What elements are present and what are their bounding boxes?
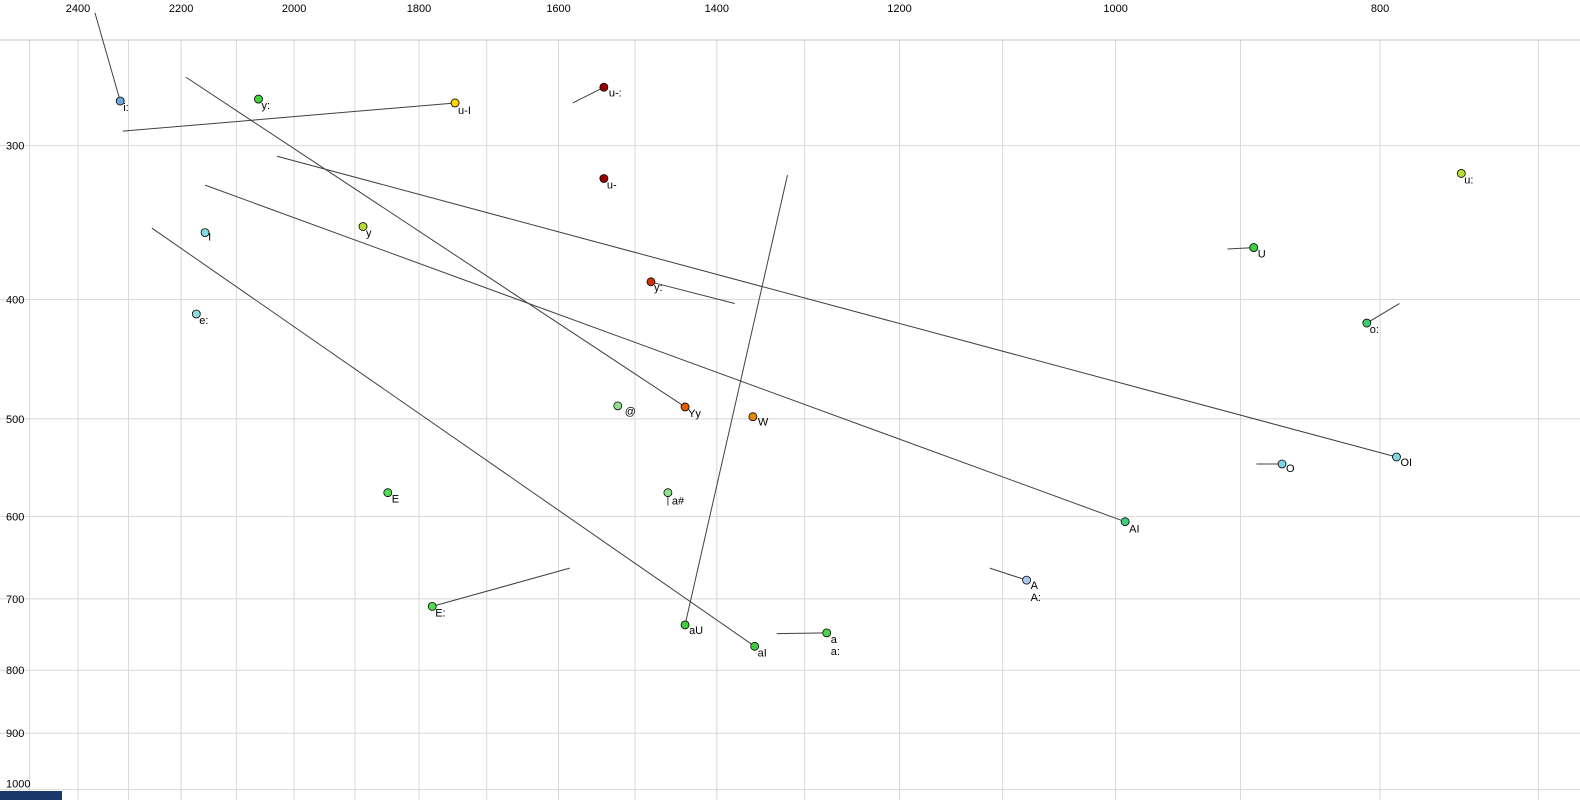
point-label: i: [123,102,129,114]
y-tick-label: 700 [6,594,24,606]
data-point[interactable] [1249,243,1259,252]
data-point[interactable] [1022,575,1031,585]
data-point[interactable] [680,402,690,412]
point-label: y [366,228,372,240]
point-label: A: [1031,592,1041,604]
trajectory-line [185,76,686,408]
point-label: O [1286,463,1295,475]
trajectory-line [572,86,605,104]
data-point[interactable] [599,82,609,92]
data-point[interactable] [822,628,832,638]
y-tick-label: 600 [6,511,24,523]
x-tick-label: 1800 [407,3,431,15]
trajectory-line [432,567,570,607]
point-label: u-: [609,87,622,99]
trajectory-line [1366,303,1400,324]
data-point[interactable] [383,488,393,498]
data-point[interactable] [613,401,623,411]
data-point[interactable] [1277,459,1287,469]
data-point[interactable] [450,98,460,108]
point-label: a [831,634,838,646]
trajectory-line [776,632,827,635]
point-label: Yy [688,408,701,420]
data-point[interactable] [599,174,609,183]
point-label: y: [654,282,663,294]
data-point[interactable] [200,228,210,238]
data-point[interactable] [427,602,437,611]
point-label: y: [261,100,270,112]
x-tick-label: 800 [1371,3,1389,15]
data-point[interactable] [680,620,690,630]
trajectory-line [276,155,1397,458]
trajectory-line [94,12,121,102]
trajectory-line [650,281,735,304]
x-tick-label: 2200 [169,3,193,15]
point-label: W [758,417,769,429]
x-tick-label: 1000 [1103,3,1127,15]
y-tick-label: 900 [6,728,24,740]
data-point[interactable] [1120,517,1130,527]
y-tick-label: 800 [6,665,24,677]
data-point[interactable] [1456,169,1466,178]
y-tick-label: 400 [6,294,24,306]
trajectory-line [151,227,755,647]
y-tick-label: 500 [6,414,24,426]
data-point[interactable] [1392,452,1401,462]
trajectory-line [684,174,788,626]
point-label: e: [199,315,208,327]
data-point[interactable] [646,277,656,287]
point-label: U [1258,249,1266,261]
trajectory-line [204,184,1126,523]
data-point[interactable] [663,488,673,498]
point-label: OI [1400,457,1412,469]
point-label: u: [1464,174,1473,186]
x-tick-label: 2400 [66,3,90,15]
data-point[interactable] [1362,318,1372,328]
point-label: @ [625,406,636,418]
point-label: a# [672,496,685,508]
point-label: E [392,494,399,506]
data-point[interactable] [191,309,201,319]
x-tick-label: 1200 [887,3,911,15]
bottom-left-highlight [0,791,62,800]
point-label: aI [758,647,767,659]
point-label: A [1031,580,1039,592]
x-tick-label: 2000 [282,3,306,15]
data-point[interactable] [750,641,760,651]
point-label: AI [1129,524,1139,536]
point-label: a: [831,646,840,658]
data-point[interactable] [115,96,125,106]
point-label: E: [435,607,445,619]
point-label: o: [1370,324,1379,336]
trajectory-line [122,102,456,132]
data-point[interactable] [254,94,263,104]
y-tick-label: 300 [6,141,24,153]
data-point[interactable] [748,412,758,422]
trajectory-line [989,567,1027,581]
x-tick-label: 1400 [705,3,729,15]
data-point[interactable] [358,222,368,231]
point-label: I [208,232,211,244]
y-tick-label: 1000 [6,779,30,791]
point-label: aU [689,625,703,637]
x-tick-label: 1600 [546,3,570,15]
point-label: u-I [458,105,471,117]
point-label: u- [607,179,617,191]
